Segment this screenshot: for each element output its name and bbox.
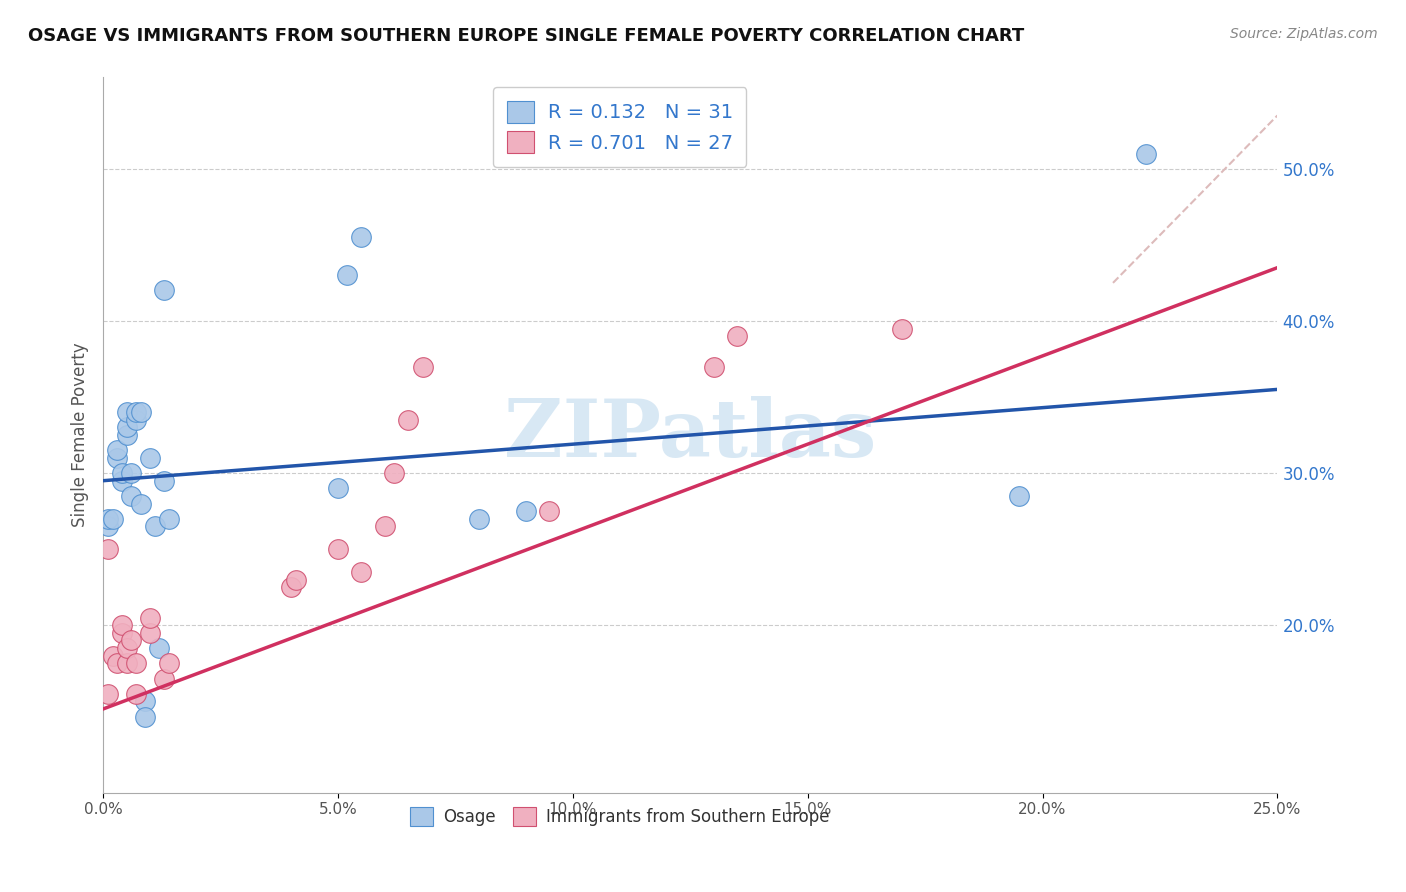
Point bbox=[120, 466, 142, 480]
Legend: Osage, Immigrants from Southern Europe: Osage, Immigrants from Southern Europe bbox=[402, 798, 838, 834]
Point bbox=[374, 519, 396, 533]
Point bbox=[143, 519, 166, 533]
Point bbox=[111, 625, 134, 640]
Point bbox=[890, 321, 912, 335]
Point bbox=[157, 512, 180, 526]
Point bbox=[336, 268, 359, 283]
Point bbox=[725, 329, 748, 343]
Point bbox=[538, 504, 561, 518]
Point bbox=[468, 512, 491, 526]
Point bbox=[382, 466, 405, 480]
Point bbox=[153, 284, 176, 298]
Point bbox=[350, 230, 373, 244]
Y-axis label: Single Female Poverty: Single Female Poverty bbox=[72, 343, 89, 527]
Point bbox=[139, 450, 162, 465]
Point bbox=[101, 512, 124, 526]
Point bbox=[120, 489, 142, 503]
Point bbox=[105, 443, 128, 458]
Point bbox=[125, 405, 148, 419]
Point bbox=[115, 641, 138, 656]
Point bbox=[125, 657, 148, 671]
Point bbox=[101, 648, 124, 663]
Point bbox=[139, 610, 162, 624]
Point bbox=[97, 542, 120, 557]
Point bbox=[515, 504, 537, 518]
Point bbox=[115, 405, 138, 419]
Text: ZIPatlas: ZIPatlas bbox=[505, 396, 876, 474]
Point bbox=[280, 580, 302, 594]
Point bbox=[134, 709, 156, 723]
Point bbox=[129, 496, 152, 510]
Point bbox=[115, 428, 138, 442]
Point bbox=[326, 481, 349, 495]
Point bbox=[703, 359, 725, 374]
Point bbox=[326, 542, 349, 557]
Point bbox=[115, 657, 138, 671]
Point bbox=[125, 413, 148, 427]
Point bbox=[111, 466, 134, 480]
Point bbox=[129, 405, 152, 419]
Point bbox=[148, 641, 170, 656]
Point bbox=[157, 657, 180, 671]
Point bbox=[396, 413, 419, 427]
Point bbox=[284, 573, 307, 587]
Point bbox=[350, 565, 373, 579]
Point bbox=[1008, 489, 1031, 503]
Point bbox=[97, 512, 120, 526]
Point bbox=[153, 474, 176, 488]
Point bbox=[139, 625, 162, 640]
Point bbox=[105, 450, 128, 465]
Point bbox=[1135, 146, 1157, 161]
Text: OSAGE VS IMMIGRANTS FROM SOUTHERN EUROPE SINGLE FEMALE POVERTY CORRELATION CHART: OSAGE VS IMMIGRANTS FROM SOUTHERN EUROPE… bbox=[28, 27, 1025, 45]
Text: Source: ZipAtlas.com: Source: ZipAtlas.com bbox=[1230, 27, 1378, 41]
Point bbox=[125, 687, 148, 701]
Point bbox=[105, 657, 128, 671]
Point bbox=[115, 420, 138, 434]
Point bbox=[134, 694, 156, 708]
Point bbox=[97, 519, 120, 533]
Point bbox=[120, 633, 142, 648]
Point bbox=[412, 359, 434, 374]
Point bbox=[111, 618, 134, 632]
Point bbox=[153, 672, 176, 686]
Point bbox=[97, 687, 120, 701]
Point bbox=[111, 474, 134, 488]
